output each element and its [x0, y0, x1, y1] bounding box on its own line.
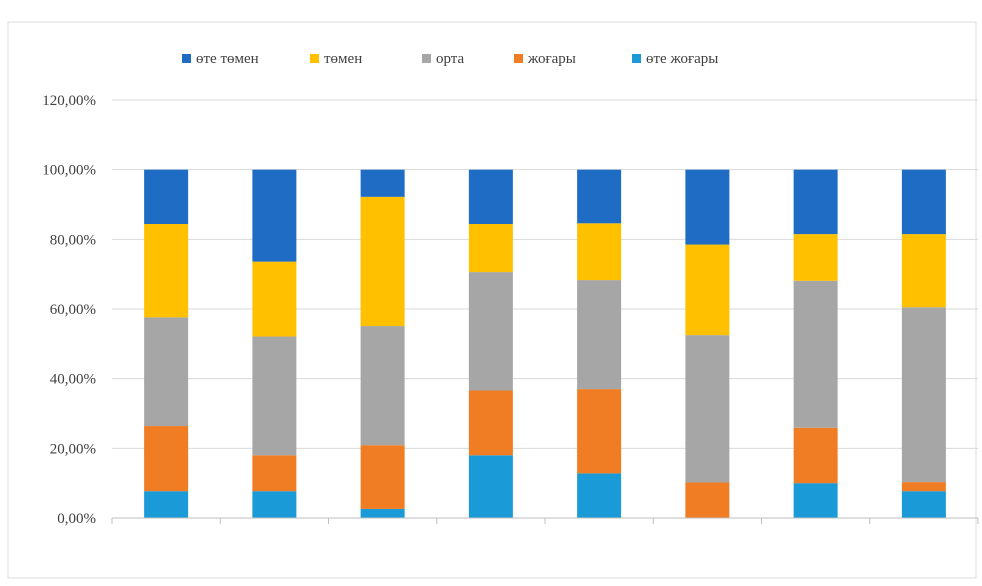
legend-swatch	[632, 54, 641, 63]
bar-segment	[901, 491, 946, 518]
bar-segment	[901, 307, 946, 483]
y-tick-label: 120,00%	[42, 93, 96, 109]
bar-segment	[577, 473, 622, 518]
legend-label: төмен	[324, 51, 362, 67]
bar-segment	[577, 223, 622, 281]
bar-segment	[577, 280, 622, 390]
bar-segment	[144, 491, 189, 518]
bar-segment	[360, 169, 405, 197]
bar-segment	[793, 234, 838, 281]
legend-label: өте жоғары	[646, 51, 718, 67]
bar-segment	[577, 169, 622, 224]
bar-segment	[793, 280, 838, 428]
y-tick-label: 100,00%	[42, 163, 96, 179]
bar-segment	[793, 483, 838, 518]
bars	[144, 169, 946, 518]
legend: өте төмен төмен орта жоғары өте жоғары	[182, 51, 718, 67]
bar-segment	[468, 390, 513, 456]
bar-segment	[468, 224, 513, 273]
bar-segment	[685, 335, 730, 483]
bar-segment	[468, 455, 513, 518]
bar-segment	[252, 261, 297, 337]
legend-swatch	[310, 54, 319, 63]
bar-segment	[252, 169, 297, 262]
axes: 0,00% 20,00% 40,00% 60,00% 80,00% 100,00% 120,…	[42, 93, 979, 527]
bar-segment	[144, 224, 189, 318]
bar-segment	[360, 196, 405, 327]
bar-segment	[793, 427, 838, 484]
bar-segment	[468, 169, 513, 225]
bar-segment	[577, 389, 622, 474]
bar-segment	[901, 234, 946, 308]
bar-segment	[685, 482, 730, 518]
bar-segment	[685, 169, 730, 245]
legend-swatch	[514, 54, 523, 63]
bar-segment	[144, 317, 189, 427]
legend-swatch	[182, 54, 191, 63]
y-tick-label: 80,00%	[50, 232, 96, 248]
legend-swatch	[422, 54, 431, 63]
bar-segment	[360, 445, 405, 509]
y-tick-label: 40,00%	[50, 372, 96, 388]
bar-segment	[793, 169, 838, 235]
bar-segment	[468, 272, 513, 391]
y-tick-label: 60,00%	[50, 302, 96, 318]
bar-segment	[252, 336, 297, 456]
bar-segment	[685, 244, 730, 336]
y-tick-label: 20,00%	[50, 441, 96, 457]
bar-segment	[252, 491, 297, 518]
bar-segment	[360, 326, 405, 446]
legend-label: өте төмен	[196, 51, 259, 67]
bar-segment	[901, 482, 946, 492]
bar-segment	[144, 426, 189, 492]
bar-segment	[144, 169, 189, 225]
bar-segment	[252, 455, 297, 492]
y-tick-label: 0,00%	[57, 511, 96, 527]
bar-segment	[360, 508, 405, 518]
legend-label: орта	[436, 51, 465, 67]
bar-segment	[901, 169, 946, 235]
legend-label: жоғары	[527, 51, 576, 67]
